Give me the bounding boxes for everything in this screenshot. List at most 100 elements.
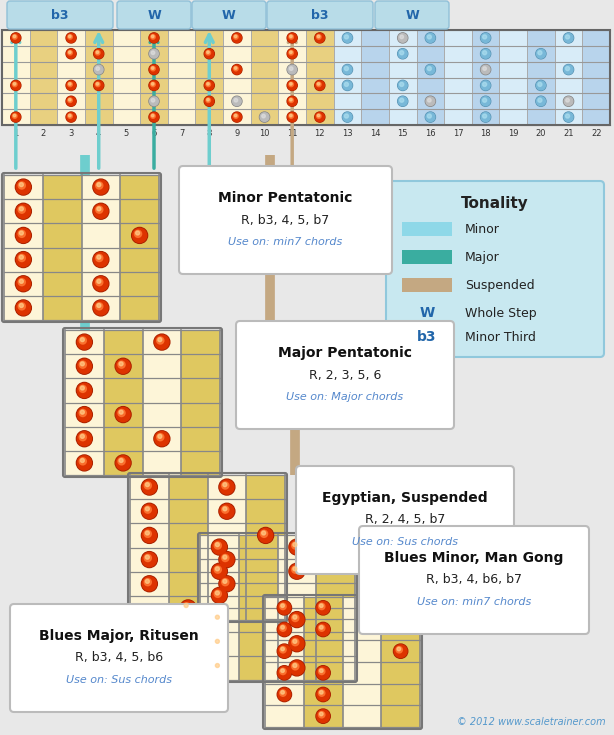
Text: 3: 3 bbox=[68, 129, 74, 137]
Circle shape bbox=[234, 98, 238, 102]
Circle shape bbox=[214, 590, 222, 598]
Circle shape bbox=[343, 112, 352, 122]
Circle shape bbox=[146, 483, 149, 487]
Text: 15: 15 bbox=[397, 129, 408, 137]
Circle shape bbox=[394, 645, 407, 658]
Circle shape bbox=[565, 114, 570, 118]
Text: 9: 9 bbox=[235, 129, 239, 137]
Circle shape bbox=[220, 504, 234, 518]
Circle shape bbox=[280, 625, 286, 631]
Circle shape bbox=[290, 637, 304, 650]
Circle shape bbox=[396, 647, 402, 653]
Circle shape bbox=[79, 434, 87, 441]
Circle shape bbox=[481, 112, 491, 122]
Text: 22: 22 bbox=[591, 129, 602, 137]
Circle shape bbox=[96, 206, 103, 213]
Circle shape bbox=[289, 67, 293, 71]
Circle shape bbox=[233, 97, 241, 106]
Circle shape bbox=[319, 668, 325, 675]
Circle shape bbox=[97, 183, 101, 187]
FancyBboxPatch shape bbox=[236, 321, 454, 429]
Text: Use on: min7 chords: Use on: min7 chords bbox=[228, 237, 343, 247]
Circle shape bbox=[288, 65, 297, 74]
Circle shape bbox=[262, 531, 266, 535]
Circle shape bbox=[288, 81, 297, 90]
Circle shape bbox=[262, 115, 265, 118]
Text: 14: 14 bbox=[370, 129, 380, 137]
Text: 5: 5 bbox=[124, 129, 129, 137]
Bar bbox=[65, 330, 104, 475]
Bar bbox=[402, 278, 452, 292]
Circle shape bbox=[481, 65, 490, 74]
Circle shape bbox=[292, 639, 299, 646]
Bar bbox=[4, 175, 43, 320]
Bar bbox=[104, 330, 142, 475]
Circle shape bbox=[76, 455, 92, 471]
Circle shape bbox=[214, 614, 222, 622]
Circle shape bbox=[150, 114, 155, 118]
Circle shape bbox=[212, 589, 227, 603]
Circle shape bbox=[481, 97, 490, 106]
Circle shape bbox=[94, 301, 108, 315]
Circle shape bbox=[398, 33, 408, 43]
Text: 18: 18 bbox=[480, 129, 491, 137]
Bar bbox=[582, 30, 610, 125]
Text: W: W bbox=[405, 9, 419, 21]
Circle shape bbox=[216, 567, 219, 571]
Circle shape bbox=[316, 709, 330, 723]
Circle shape bbox=[157, 337, 164, 344]
Text: Major Pentatonic: Major Pentatonic bbox=[278, 346, 412, 360]
Text: Use on: Sus chords: Use on: Sus chords bbox=[352, 537, 458, 547]
Circle shape bbox=[77, 384, 91, 398]
Text: 10: 10 bbox=[259, 129, 270, 137]
Circle shape bbox=[205, 97, 214, 106]
Circle shape bbox=[292, 663, 299, 670]
Bar bbox=[169, 475, 208, 620]
Circle shape bbox=[315, 33, 325, 43]
Circle shape bbox=[483, 114, 487, 118]
Circle shape bbox=[150, 112, 158, 121]
Circle shape bbox=[344, 67, 349, 71]
FancyBboxPatch shape bbox=[296, 466, 514, 574]
Circle shape bbox=[232, 96, 242, 107]
Circle shape bbox=[316, 34, 324, 43]
Circle shape bbox=[317, 82, 320, 85]
Circle shape bbox=[290, 98, 292, 101]
Circle shape bbox=[315, 80, 325, 90]
Circle shape bbox=[216, 664, 219, 667]
Circle shape bbox=[565, 67, 570, 71]
Circle shape bbox=[278, 600, 292, 615]
Circle shape bbox=[278, 623, 290, 636]
Circle shape bbox=[483, 82, 487, 87]
Circle shape bbox=[94, 204, 108, 218]
Circle shape bbox=[343, 33, 352, 43]
Circle shape bbox=[233, 34, 241, 43]
Circle shape bbox=[536, 96, 546, 107]
Circle shape bbox=[281, 648, 284, 650]
Circle shape bbox=[398, 97, 407, 106]
Circle shape bbox=[95, 51, 100, 55]
Bar bbox=[381, 597, 420, 727]
Circle shape bbox=[222, 482, 229, 489]
Circle shape bbox=[258, 528, 274, 543]
Circle shape bbox=[142, 577, 157, 591]
Bar bbox=[29, 30, 57, 125]
Circle shape bbox=[565, 35, 570, 39]
Circle shape bbox=[18, 279, 25, 286]
Circle shape bbox=[538, 98, 542, 102]
Circle shape bbox=[150, 34, 158, 43]
Circle shape bbox=[235, 67, 237, 69]
Circle shape bbox=[79, 385, 87, 392]
Circle shape bbox=[76, 406, 92, 423]
Circle shape bbox=[222, 578, 229, 586]
Text: 17: 17 bbox=[453, 129, 464, 137]
Circle shape bbox=[67, 49, 76, 58]
Circle shape bbox=[66, 49, 76, 59]
Circle shape bbox=[116, 408, 130, 422]
Circle shape bbox=[232, 65, 242, 75]
Circle shape bbox=[537, 97, 545, 106]
Text: Suspended: Suspended bbox=[465, 279, 535, 292]
Circle shape bbox=[235, 115, 237, 117]
Circle shape bbox=[289, 114, 293, 118]
Circle shape bbox=[119, 410, 123, 415]
